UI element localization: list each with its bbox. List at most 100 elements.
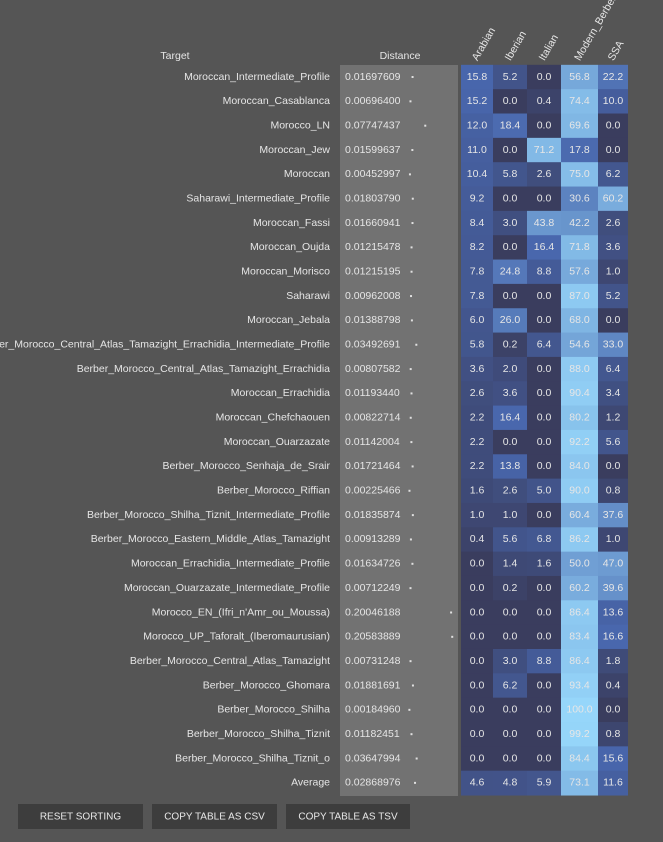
target-name: Berber_Morocco_Eastern_Middle_Atlas_Tama… [91,533,330,545]
cell-value: 0.4 [606,679,621,691]
button-bg[interactable] [152,804,277,829]
distance-dot [410,441,413,444]
cell-value: 0.0 [537,728,552,740]
heat-cell [527,210,561,236]
heat-cell [598,283,628,309]
heat-cell [561,332,598,358]
button-bg[interactable] [18,804,143,829]
cell-value: 0.0 [503,752,518,764]
heat-cell [461,89,493,115]
distance-header[interactable]: Distance [380,50,421,62]
heat-cell [461,429,493,455]
cell-value: 2.6 [537,168,552,180]
heat-cell [527,624,561,650]
heat-cell [461,162,493,188]
heat-cell [461,454,493,480]
heat-cell [561,186,598,212]
cell-value: 0.0 [470,728,485,740]
cell-value: 0.0 [503,144,518,156]
cell-value: 0.0 [503,606,518,618]
target-name: Moroccan_Oujda [250,241,330,253]
heat-cell [493,405,527,431]
cell-value: 6.8 [537,533,552,545]
cell-value: 75.0 [569,168,590,180]
heat-cell [598,770,628,796]
heat-cell [461,405,493,431]
button-label[interactable]: RESET SORTING [40,812,122,823]
cell-value: 90.0 [569,485,590,497]
cell-value: 0.0 [470,606,485,618]
heat-cell [493,308,527,334]
cell-value: 1.6 [470,485,485,497]
cell-value: 0.0 [470,704,485,716]
button-label[interactable]: COPY TABLE AS CSV [164,812,265,823]
cell-value: 90.4 [569,387,590,399]
heat-cell [527,259,561,285]
heat-cell [561,722,598,747]
cell-value: 50.0 [569,558,590,570]
target-name: Average [291,777,330,789]
cell-value: 0.0 [470,582,485,594]
cell-value: 0.0 [503,728,518,740]
button[interactable]: COPY TABLE AS CSV [152,804,277,829]
cell-value: 47.0 [603,558,624,570]
target-name: Moroccan_Errachidia [231,387,330,399]
heat-cell [561,283,598,309]
button-label[interactable]: COPY TABLE AS TSV [298,812,398,823]
heat-cell [461,210,493,236]
target-name: Saharawi [286,290,330,302]
heat-cell [598,186,628,212]
cell-value: 30.6 [569,192,590,204]
heat-cell [527,381,561,407]
target-header[interactable]: Target [160,50,189,62]
distance-value: 0.20046188 [345,606,401,618]
cell-value: 84.4 [569,752,590,764]
heat-cell [527,575,561,601]
button[interactable]: RESET SORTING [18,804,143,829]
cell-value: 5.9 [537,777,552,789]
heat-cell [527,308,561,334]
distance-value: 0.00822714 [345,412,401,424]
button-bg[interactable] [286,804,410,829]
target-name: Saharawi_Intermediate_Profile [186,192,330,204]
heat-cell [598,162,628,188]
distance-value: 0.01803790 [345,192,401,204]
heat-cell [598,673,628,699]
heat-cell [598,697,628,723]
distance-column [340,65,458,796]
cell-value: 0.0 [470,655,485,667]
cell-value: 43.8 [534,217,555,229]
cell-value: 0.0 [537,436,552,448]
heat-cell [493,356,527,382]
cell-value: 83.4 [569,631,590,643]
heat-cell [461,527,493,553]
distance-dot [409,587,412,590]
cell-value: 6.0 [470,314,485,326]
distance-value: 0.01697609 [345,71,401,83]
heat-cell [527,113,561,139]
cell-value: 18.4 [500,119,521,131]
cell-value: 7.8 [470,290,485,302]
heat-cell [598,527,628,553]
cell-value: 0.0 [606,314,621,326]
cell-value: 6.4 [537,339,552,351]
cell-value: 0.0 [606,460,621,472]
heat-cell [598,308,628,334]
heat-cell [493,113,527,139]
button[interactable]: COPY TABLE AS TSV [286,804,410,829]
cell-value: 1.8 [606,655,621,667]
cell-value: 0.0 [503,436,518,448]
heat-cell [461,283,493,309]
cell-value: 0.0 [606,704,621,716]
cell-value: 0.4 [537,95,552,107]
heat-cell [493,137,527,163]
distance-dot [411,684,414,687]
cell-value: 0.0 [503,192,518,204]
heat-cell [461,381,493,407]
cell-value: 12.0 [467,119,488,131]
distance-value: 0.00225466 [345,485,401,497]
cell-value: 15.2 [467,95,488,107]
heat-cell [493,429,527,455]
heat-cell [493,283,527,309]
